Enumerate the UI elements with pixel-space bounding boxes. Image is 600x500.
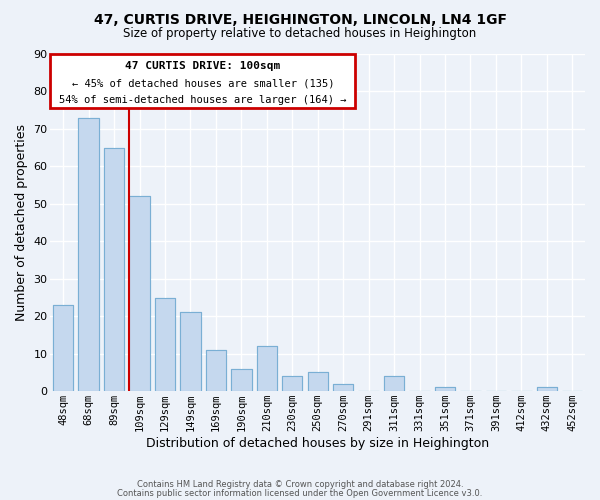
Bar [206,350,226,391]
Bar [435,388,455,391]
Bar [104,148,124,391]
Bar [333,384,353,391]
Text: ← 45% of detached houses are smaller (135): ← 45% of detached houses are smaller (13… [71,78,334,88]
Bar [130,196,150,391]
Bar [384,376,404,391]
Bar [53,305,73,391]
Bar [282,376,302,391]
Bar [435,388,455,391]
Bar [231,368,251,391]
FancyBboxPatch shape [50,54,355,108]
Bar [104,148,124,391]
Text: 47, CURTIS DRIVE, HEIGHINGTON, LINCOLN, LN4 1GF: 47, CURTIS DRIVE, HEIGHINGTON, LINCOLN, … [94,12,506,26]
Bar [231,368,251,391]
Bar [282,376,302,391]
Bar [155,298,175,391]
Bar [130,196,150,391]
Bar [180,312,200,391]
Bar [257,346,277,391]
Bar [384,376,404,391]
Bar [79,118,99,391]
Text: 47 CURTIS DRIVE: 100sqm: 47 CURTIS DRIVE: 100sqm [125,61,280,71]
Bar [79,118,99,391]
Text: Size of property relative to detached houses in Heighington: Size of property relative to detached ho… [124,28,476,40]
Bar [308,372,328,391]
Bar [308,372,328,391]
Bar [333,384,353,391]
Bar [257,346,277,391]
Bar [536,388,557,391]
Text: Contains public sector information licensed under the Open Government Licence v3: Contains public sector information licen… [118,488,482,498]
Bar [206,350,226,391]
Bar [53,305,73,391]
X-axis label: Distribution of detached houses by size in Heighington: Distribution of detached houses by size … [146,437,489,450]
Bar [180,312,200,391]
Text: 54% of semi-detached houses are larger (164) →: 54% of semi-detached houses are larger (… [59,95,347,105]
Bar [155,298,175,391]
Bar [536,388,557,391]
Text: Contains HM Land Registry data © Crown copyright and database right 2024.: Contains HM Land Registry data © Crown c… [137,480,463,489]
Y-axis label: Number of detached properties: Number of detached properties [15,124,28,321]
